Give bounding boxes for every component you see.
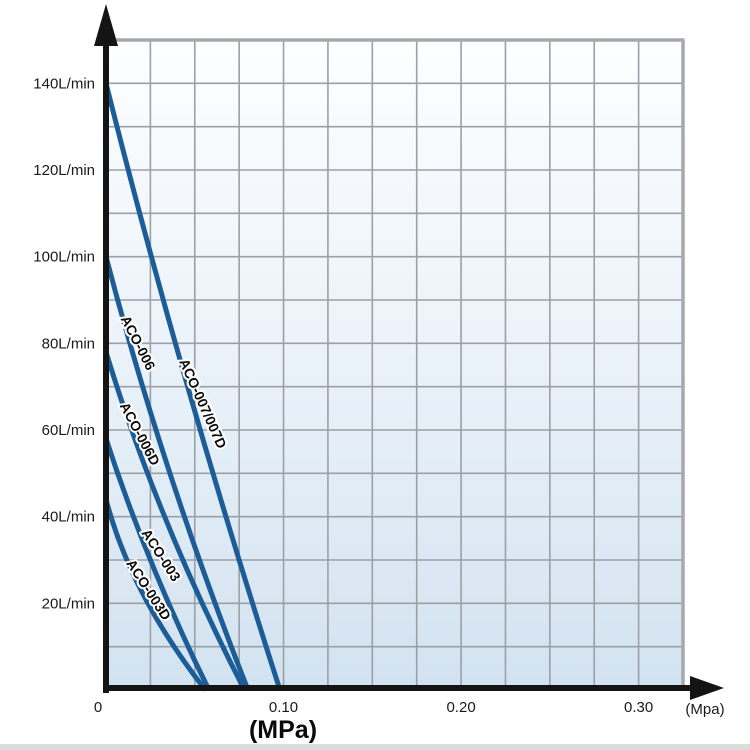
curve-aco-007-007d	[103, 82, 283, 691]
x-tick-label: 0.10	[269, 699, 298, 716]
y-tick-label: 60L/min	[42, 422, 95, 439]
y-tick-label: 140L/min	[33, 75, 95, 92]
grid-lines	[106, 38, 685, 690]
x-axis-title: (MPa)	[249, 716, 317, 744]
bottom-edge-strip	[0, 744, 750, 750]
y-tick-label: 80L/min	[42, 335, 95, 352]
y-tick-label: 100L/min	[33, 249, 95, 266]
y-tick-label: 40L/min	[42, 509, 95, 526]
y-axis-arrowhead	[94, 4, 118, 46]
x-axis-arrowhead	[690, 676, 724, 700]
tick-labels: 140L/min 120L/min 100L/min 80L/min 60L/min 40…	[33, 75, 653, 716]
curve-aco-003d	[103, 498, 208, 692]
y-tick-label: 120L/min	[33, 162, 95, 179]
curve-aco-006d	[103, 351, 247, 692]
plot-background	[106, 40, 683, 690]
y-tick-label: 20L/min	[42, 595, 95, 612]
x-tick-label: 0.20	[446, 699, 475, 716]
x-tick-label: 0	[94, 699, 102, 716]
curve-aco-003	[103, 437, 212, 692]
x-tick-label: 0.30	[624, 699, 653, 716]
axes	[94, 4, 724, 700]
plot-area-fill	[106, 40, 683, 690]
curve-aco-006	[103, 256, 251, 691]
x-axis-unit-label: (Mpa)	[685, 701, 724, 718]
series-curves	[103, 82, 283, 692]
